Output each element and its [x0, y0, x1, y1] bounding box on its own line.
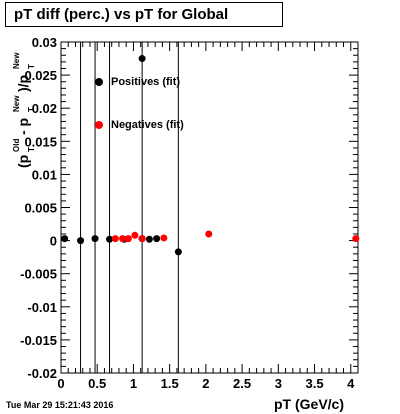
y-tick-label: 0.01 [32, 167, 57, 182]
negative-point [160, 234, 168, 242]
legend-marker-negatives [95, 121, 103, 129]
svg-text:T: T [27, 147, 36, 152]
y-axis-label: (p Old T - p New T )/p New T [12, 52, 36, 168]
legend-markers [95, 78, 103, 129]
x-tick-label: 3.5 [305, 376, 323, 391]
positive-point [91, 235, 99, 243]
y-tick-label: 0.03 [32, 35, 57, 50]
negative-point [352, 235, 360, 243]
y-tick-label: 0 [50, 234, 57, 249]
svg-text:T: T [27, 64, 36, 69]
chart-title: pT diff (perc.) vs pT for Global [5, 2, 283, 27]
negative-point [111, 235, 119, 243]
data-points [61, 55, 360, 256]
negative-point [205, 230, 213, 238]
legend-marker-positives [95, 78, 103, 86]
svg-text:(p: (p [15, 155, 31, 168]
negative-point [124, 235, 132, 243]
outlier-point [138, 55, 146, 63]
x-tick-label: 1 [130, 376, 137, 391]
error-bars [80, 42, 179, 373]
y-tick-label: -0.01 [27, 300, 57, 315]
legend-label-negatives: Negatives (fit) [111, 119, 184, 131]
x-tick-label: 2 [202, 376, 209, 391]
negative-point [119, 235, 127, 243]
x-axis-label: pT (GeV/c) [274, 396, 345, 412]
svg-text:- p: - p [15, 118, 31, 135]
positive-point [61, 235, 69, 243]
x-tick-label: 1.5 [161, 376, 179, 391]
x-tick-label: 2.5 [233, 376, 251, 391]
negative-point [138, 235, 146, 243]
y-tick-label: 0.015 [24, 134, 57, 149]
svg-text:New: New [12, 95, 21, 112]
y-tick-label: -0.005 [20, 267, 57, 282]
svg-text:Old: Old [12, 139, 21, 152]
x-tick-label: 0 [57, 376, 64, 391]
positive-point [145, 235, 153, 243]
legend-label-positives: Positives (fit) [111, 76, 181, 88]
y-tick-label: 0.025 [24, 68, 57, 83]
positive-point [174, 248, 182, 256]
x-tick-label: 3 [275, 376, 282, 391]
svg-text:)/p: )/p [15, 75, 31, 92]
y-tick-label: 0.02 [32, 101, 57, 116]
negative-point [131, 231, 139, 239]
axes: -0.02 -0.015 -0.01 -0.005 0 0.005 0.01 0.015 0.0… [20, 35, 358, 391]
positive-point [106, 235, 114, 243]
positive-point [77, 237, 85, 245]
y-tick-label: -0.02 [27, 366, 57, 381]
x-tick-label: 0.5 [88, 376, 106, 391]
timestamp: Tue Mar 29 15:21:43 2016 [6, 400, 114, 410]
svg-text:T: T [27, 107, 36, 112]
positive-point [153, 235, 161, 243]
svg-text:New: New [12, 52, 21, 69]
x-tick-label: 4 [347, 376, 355, 391]
y-tick-label: -0.015 [20, 333, 57, 348]
y-tick-label: 0.005 [24, 201, 57, 216]
legend-box [84, 60, 202, 148]
